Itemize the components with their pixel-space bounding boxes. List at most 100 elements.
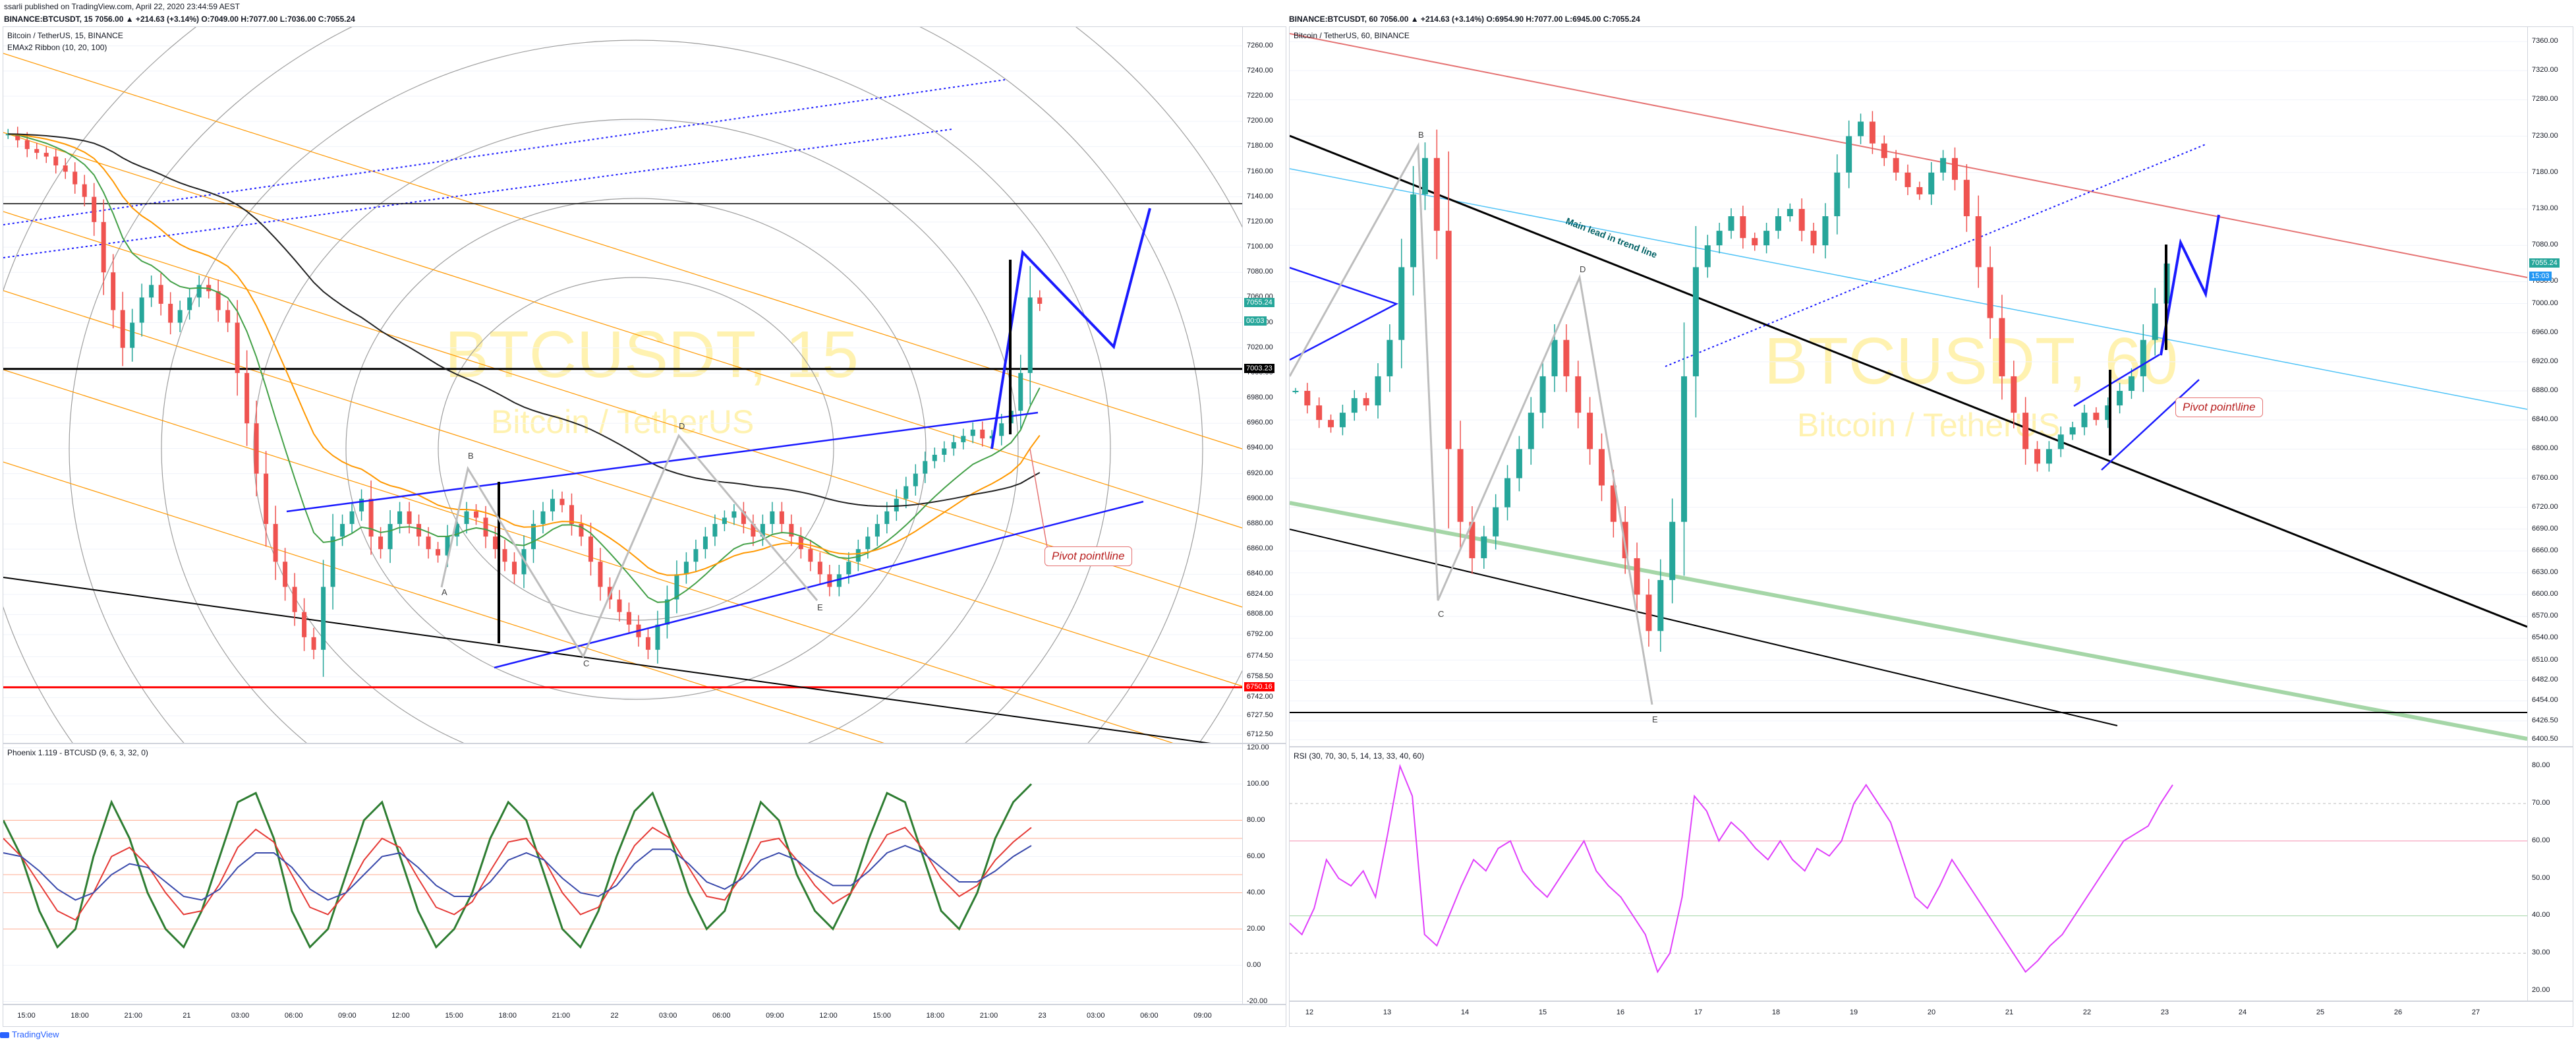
left-body <box>502 549 507 562</box>
footer-brand[interactable]: TradingView <box>0 1030 59 1039</box>
left-orange-channel-line <box>3 132 1243 529</box>
right-rsi-pane[interactable]: RSI (30, 70, 30, 5, 14, 13, 33, 40, 60) … <box>1289 747 2573 1001</box>
right-candle <box>1752 232 1758 251</box>
left-price-tick-label: 6920.00 <box>1247 469 1273 477</box>
right-time-axis[interactable]: 12 13 14 15 16 17 18 19 20 21 22 23 24 25 26 27 <box>1289 1001 2573 1027</box>
left-body <box>359 498 364 511</box>
right-body <box>2117 391 2123 406</box>
right-body <box>2105 405 2111 421</box>
left-body <box>588 537 593 562</box>
left-candle <box>731 504 737 525</box>
left-body <box>626 612 631 625</box>
left-oscillator-pane[interactable]: Phoenix 1.119 - BTCUSD (9, 6, 3, 32, 0) … <box>3 743 1286 1004</box>
right-rsi-tick-label: 20.00 <box>2532 985 2550 994</box>
left-candle <box>387 509 393 564</box>
left-osc-axis[interactable]: 120.00 100.00 80.00 60.00 40.00 20.00 0.00 -20.… <box>1242 744 1286 1004</box>
left-body <box>817 562 822 575</box>
right-candle <box>1363 392 1369 411</box>
left-candle <box>149 275 154 307</box>
right-body <box>1846 136 1852 173</box>
right-green-channel <box>1290 501 2528 741</box>
left-fib-arc <box>253 119 1019 743</box>
left-price-tick-label: 7120.00 <box>1247 217 1273 225</box>
left-body <box>731 511 737 518</box>
right-body <box>1963 179 1970 217</box>
right-body <box>1646 595 1652 631</box>
left-body <box>512 562 517 575</box>
left-body <box>693 549 699 562</box>
right-candle <box>1681 322 1688 576</box>
right-body <box>1575 376 1582 413</box>
left-body <box>645 637 650 650</box>
left-oscillator-chart[interactable] <box>3 744 1286 1004</box>
left-time-tick-label: 06:00 <box>712 1012 731 1020</box>
left-candle <box>196 275 202 307</box>
left-body <box>808 549 813 562</box>
right-price-tick-label: 6960.00 <box>2532 328 2558 336</box>
left-candle <box>970 422 975 444</box>
right-candle <box>1421 142 1428 210</box>
left-body <box>712 523 718 537</box>
right-lower-channel-line <box>2101 379 2200 471</box>
left-body <box>855 549 861 562</box>
right-candle <box>1798 198 1805 242</box>
right-candle <box>2152 287 2158 356</box>
right-body <box>1916 187 1923 194</box>
left-body <box>378 537 384 550</box>
left-body <box>426 537 431 550</box>
right-price-tick-label: 6760.00 <box>2532 473 2558 482</box>
left-body <box>655 624 660 650</box>
left-body <box>120 310 125 348</box>
left-price-tag: 7003.23 <box>1244 363 1274 373</box>
right-price-tick-label: 6510.00 <box>2532 655 2558 664</box>
left-body <box>798 537 803 550</box>
right-rsi-line <box>1290 763 2173 973</box>
left-body <box>264 473 269 524</box>
right-candle <box>2011 361 2017 428</box>
right-main-lead-trendline <box>1290 134 2528 628</box>
right-candle <box>2081 404 2088 436</box>
right-price-tick-label: 7180.00 <box>2532 167 2558 176</box>
right-candle <box>1457 421 1464 550</box>
left-candle <box>741 502 746 534</box>
right-price-tag: 7055.24 <box>2529 258 2560 268</box>
left-body <box>751 523 756 537</box>
left-candle <box>894 489 899 521</box>
right-price-pane[interactable]: BTCUSDT, 60 Bitcoin / TetherUS B C D E Main … <box>1289 26 2573 747</box>
left-candle <box>120 291 125 366</box>
left-body <box>683 562 689 575</box>
right-body <box>1752 238 1758 246</box>
left-price-tick-label: 7260.00 <box>1247 41 1273 49</box>
right-rsi-chart[interactable] <box>1290 747 2573 1001</box>
left-osc-tick-label: 60.00 <box>1247 852 1265 860</box>
left-price-chart[interactable]: A B C D E <box>3 27 1286 743</box>
right-wave-label: D <box>1580 264 1586 274</box>
left-candle <box>961 428 966 450</box>
right-time-tick-label: 23 <box>2160 1008 2169 1016</box>
right-body <box>1445 231 1452 450</box>
right-candle <box>2105 397 2111 428</box>
left-lower-channel-line <box>494 500 1144 669</box>
right-candle <box>1904 164 1911 196</box>
right-price-axis[interactable]: 7360.00 7320.00 7280.00 7230.00 7180.00 7130.… <box>2527 27 2573 746</box>
right-body <box>1610 485 1617 522</box>
right-pane-title: Bitcoin / TetherUS, 60, BINANCE <box>1294 31 1410 40</box>
left-price-axis[interactable]: 7260.00 7240.00 7220.00 7200.00 7180.00 7160.… <box>1242 27 1286 743</box>
right-candle <box>1375 363 1381 419</box>
left-candle <box>664 585 670 639</box>
left-time-axis[interactable]: 15:00 18:00 21:00 21 03:00 06:00 09:00 12:00 15:… <box>3 1004 1286 1027</box>
left-body <box>970 429 975 436</box>
left-candle <box>349 502 355 534</box>
left-osc-tick-label: 120.00 <box>1247 743 1269 751</box>
left-candle <box>540 502 546 534</box>
left-body <box>884 511 890 524</box>
left-candle <box>177 301 183 332</box>
right-rsi-tick-label: 60.00 <box>2532 836 2550 844</box>
right-price-tick-label: 6840.00 <box>2532 415 2558 424</box>
right-candle <box>1646 579 1652 647</box>
right-rsi-axis[interactable]: 80.00 70.00 60.00 50.00 40.00 30.00 20.00 <box>2527 747 2573 1001</box>
left-candle <box>321 560 326 677</box>
left-time-tick-label: 21:00 <box>979 1012 998 1020</box>
